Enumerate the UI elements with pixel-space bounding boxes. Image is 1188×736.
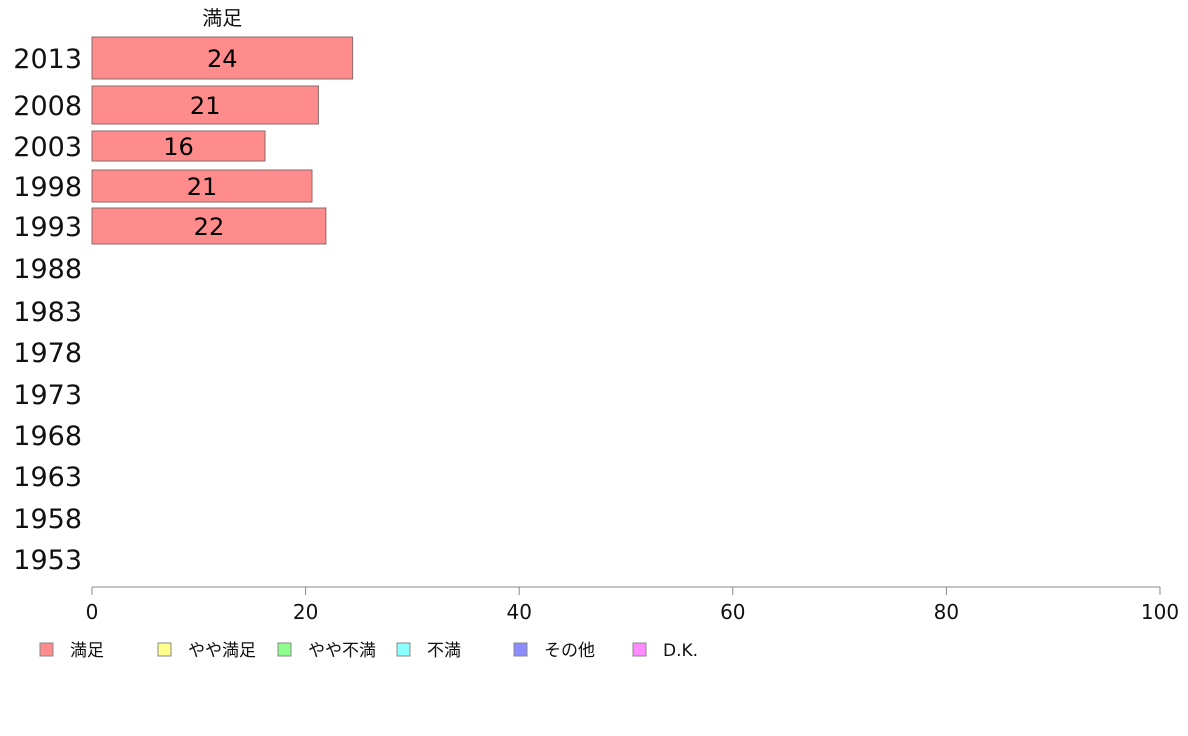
category-label-1958: 1958 xyxy=(13,504,82,535)
legend-label-0: 満足 xyxy=(70,641,104,661)
bar-2003-series-0 xyxy=(91,130,266,162)
x-tick-label-80: 80 xyxy=(934,600,959,624)
category-label-2008: 2008 xyxy=(13,91,82,122)
category-label-1993: 1993 xyxy=(13,212,82,243)
data-label-2013-series-0: 24 xyxy=(207,45,238,73)
legend-swatch-5 xyxy=(632,642,647,657)
category-label-1963: 1963 xyxy=(13,462,82,493)
data-label-1998-series-0: 21 xyxy=(187,173,218,201)
category-label-1953: 1953 xyxy=(13,545,82,576)
data-label-2003-series-0: 16 xyxy=(163,133,194,161)
bar-1998-series-0 xyxy=(91,169,313,203)
bar-2013-series-0 xyxy=(91,36,354,80)
category-label-1968: 1968 xyxy=(13,421,82,452)
data-label-2008-series-0: 21 xyxy=(190,92,221,120)
legend-swatch-0 xyxy=(39,642,54,657)
category-label-2003: 2003 xyxy=(13,132,82,163)
x-tick-label-0: 0 xyxy=(86,600,99,624)
bar-2008-series-0 xyxy=(91,85,319,125)
bar-1993-series-0 xyxy=(91,207,327,245)
legend-label-2: やや不満 xyxy=(308,641,376,661)
legend-label-1: やや満足 xyxy=(188,641,256,661)
legend-label-3: 不満 xyxy=(427,641,461,661)
category-label-1998: 1998 xyxy=(13,172,82,203)
category-label-1988: 1988 xyxy=(13,254,82,285)
x-tick-label-40: 40 xyxy=(506,600,531,624)
category-label-1983: 1983 xyxy=(13,297,82,328)
legend-swatch-1 xyxy=(157,642,172,657)
legend-swatch-2 xyxy=(277,642,292,657)
legend-label-4: その他 xyxy=(544,641,595,661)
category-label-1978: 1978 xyxy=(13,338,82,369)
legend-swatch-4 xyxy=(513,642,528,657)
series-header-label: 満足 xyxy=(202,6,242,30)
x-tick-label-100: 100 xyxy=(1141,600,1179,624)
x-tick-label-20: 20 xyxy=(293,600,318,624)
category-label-2013: 2013 xyxy=(13,44,82,75)
category-label-1973: 1973 xyxy=(13,380,82,411)
x-tick-label-60: 60 xyxy=(720,600,745,624)
legend-swatch-3 xyxy=(396,642,411,657)
data-label-1993-series-0: 22 xyxy=(194,213,225,241)
legend-label-5: D.K. xyxy=(663,641,698,661)
